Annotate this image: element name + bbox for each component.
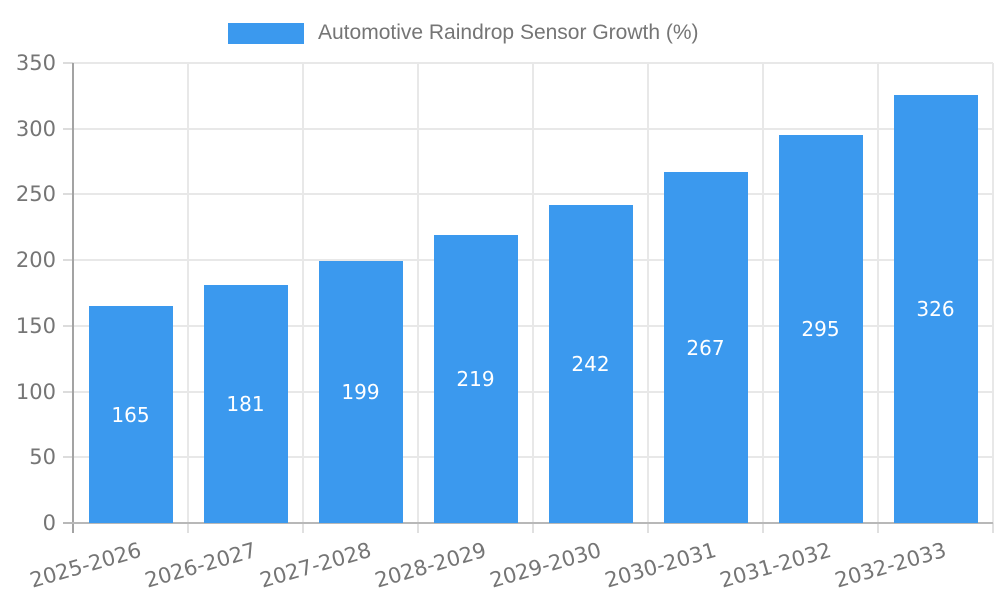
- x-gridline: [187, 63, 189, 523]
- y-tick: [63, 390, 73, 393]
- y-tick: [63, 127, 73, 130]
- x-gridline: [762, 63, 764, 523]
- bar[interactable]: [433, 235, 518, 523]
- x-gridline: [992, 63, 994, 523]
- x-gridline: [417, 63, 419, 523]
- x-gridline: [647, 63, 649, 523]
- x-tick: [302, 523, 304, 533]
- bar-value-label: 242: [571, 351, 610, 376]
- bar[interactable]: [663, 172, 748, 523]
- y-tick-label: 250: [15, 182, 56, 207]
- x-axis-line: [63, 522, 993, 524]
- y-tick-label: 50: [29, 445, 56, 470]
- y-axis-line: [72, 63, 74, 533]
- y-tick-label: 200: [15, 248, 56, 273]
- bar[interactable]: [778, 135, 863, 523]
- y-tick-label: 0: [42, 511, 56, 535]
- y-tick-label: 150: [15, 313, 56, 338]
- y-tick-label: 300: [15, 116, 56, 141]
- y-tick: [63, 62, 73, 64]
- x-tick: [647, 523, 649, 533]
- y-tick-label: 350: [15, 51, 56, 75]
- bar-value-label: 295: [801, 317, 840, 342]
- bar[interactable]: [548, 204, 633, 523]
- x-tick: [532, 523, 534, 533]
- x-tick: [992, 523, 994, 533]
- bar[interactable]: [88, 306, 173, 523]
- bar[interactable]: [893, 94, 978, 523]
- x-tick: [417, 523, 419, 533]
- bar-value-label: 326: [916, 296, 955, 321]
- bar-value-label: 165: [111, 402, 150, 427]
- y-tick: [63, 324, 73, 327]
- x-gridline: [532, 63, 534, 523]
- y-tick: [63, 259, 73, 262]
- y-tick: [63, 456, 73, 459]
- bar[interactable]: [203, 285, 288, 523]
- x-gridline: [302, 63, 304, 523]
- legend-label: Automotive Raindrop Sensor Growth (%): [318, 21, 699, 44]
- legend-item[interactable]: Automotive Raindrop Sensor Growth (%): [228, 21, 699, 45]
- x-tick: [762, 523, 764, 533]
- bar-value-label: 219: [456, 367, 495, 392]
- x-tick: [187, 523, 189, 533]
- legend-swatch: [228, 22, 304, 44]
- bar-value-label: 267: [686, 335, 725, 360]
- bar-value-label: 199: [341, 380, 380, 405]
- x-tick: [877, 523, 879, 533]
- y-tick: [63, 193, 73, 196]
- bar[interactable]: [318, 261, 403, 523]
- x-gridline: [877, 63, 879, 523]
- bar-value-label: 181: [226, 392, 265, 417]
- y-tick-label: 100: [15, 379, 56, 404]
